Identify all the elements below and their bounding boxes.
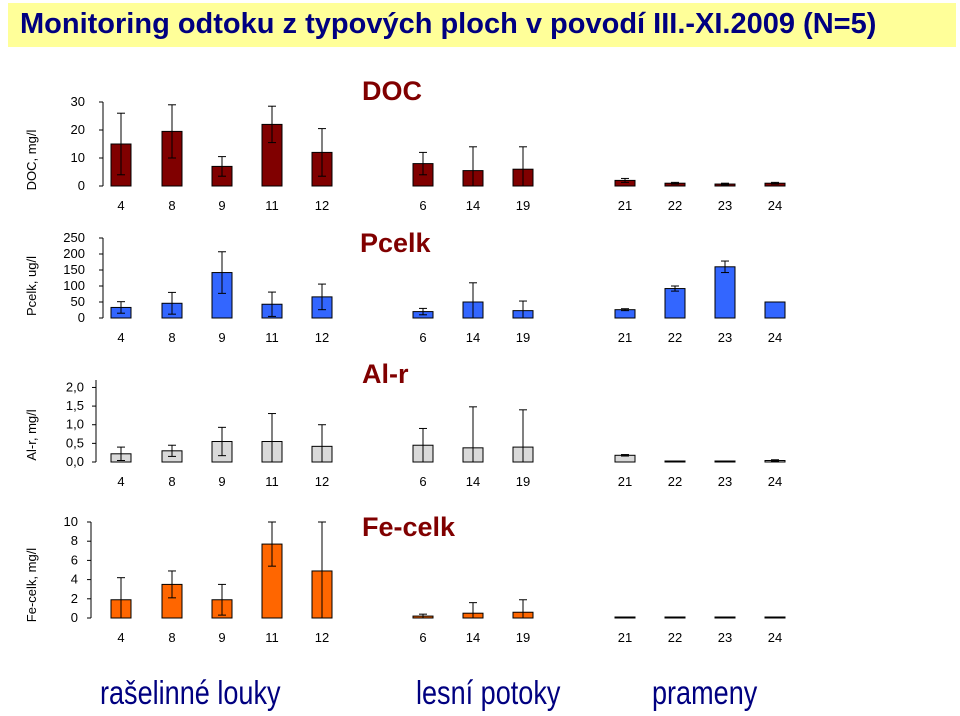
group-label-lesni-potoky: lesní potoky (416, 674, 561, 711)
x-tick-label: 23 (718, 198, 732, 213)
x-tick-label: 23 (718, 474, 732, 489)
x-tick-label: 12 (315, 330, 329, 345)
y-tick-label: 2,0 (66, 379, 84, 394)
y-tick-label: 6 (71, 552, 78, 567)
x-tick-label: 8 (168, 630, 175, 645)
y-tick-label: 1,0 (66, 417, 84, 432)
x-tick-label: 6 (419, 630, 426, 645)
y-axis-label: DOC, mg/l (24, 130, 39, 191)
title-banner: Monitoring odtoku z typových ploch v pov… (8, 3, 956, 47)
panel-title: Fe-celk (362, 512, 456, 542)
x-tick-label: 19 (516, 330, 530, 345)
x-tick-label: 21 (618, 198, 632, 213)
group-label-prameny: prameny (652, 674, 758, 711)
x-tick-label: 11 (265, 474, 279, 489)
x-tick-label: 24 (768, 630, 782, 645)
x-tick-label: 11 (265, 330, 279, 345)
x-tick-label: 6 (419, 198, 426, 213)
x-tick-label: 4 (117, 330, 124, 345)
x-tick-label: 23 (718, 630, 732, 645)
x-tick-label: 9 (218, 630, 225, 645)
panel-title: Pcelk (360, 228, 432, 258)
page-title: Monitoring odtoku z typových ploch v pov… (20, 8, 877, 40)
panel-title: Al-r (362, 359, 409, 389)
y-tick-label: 8 (71, 533, 78, 548)
x-tick-label: 22 (668, 630, 682, 645)
x-tick-label: 9 (218, 198, 225, 213)
x-tick-label: 4 (117, 198, 124, 213)
x-tick-label: 11 (265, 198, 279, 213)
x-tick-label: 19 (516, 630, 530, 645)
y-tick-label: 4 (71, 572, 78, 587)
bar (664, 616, 686, 619)
x-tick-label: 14 (466, 330, 480, 345)
y-axis-label: Fe-celk, mg/l (24, 548, 39, 623)
y-tick-label: 2 (71, 591, 78, 606)
bar (664, 288, 686, 319)
y-axis-label: Pcelk, ug/l (24, 256, 39, 316)
y-axis-label: Al-r, mg/l (24, 409, 39, 460)
x-tick-label: 14 (466, 474, 480, 489)
y-tick-label: 200 (63, 246, 85, 261)
y-tick-label: 1,5 (66, 398, 84, 413)
y-tick-label: 30 (71, 94, 85, 109)
x-tick-label: 14 (466, 630, 480, 645)
bar (714, 266, 736, 319)
y-tick-label: 0,0 (66, 454, 84, 469)
x-tick-label: 6 (419, 474, 426, 489)
y-tick-label: 150 (63, 262, 85, 277)
x-tick-label: 6 (419, 330, 426, 345)
x-tick-label: 22 (668, 198, 682, 213)
y-tick-label: 0 (78, 178, 85, 193)
bar (764, 616, 786, 619)
y-tick-label: 100 (63, 278, 85, 293)
x-tick-label: 22 (668, 330, 682, 345)
x-tick-label: 21 (618, 630, 632, 645)
x-tick-label: 12 (315, 630, 329, 645)
x-tick-label: 24 (768, 330, 782, 345)
x-tick-label: 14 (466, 198, 480, 213)
bar (614, 616, 636, 619)
bar (714, 616, 736, 619)
y-tick-label: 250 (63, 230, 85, 245)
x-tick-label: 19 (516, 474, 530, 489)
x-tick-label: 24 (768, 198, 782, 213)
y-tick-label: 20 (71, 122, 85, 137)
y-tick-label: 10 (64, 514, 78, 529)
x-tick-label: 4 (117, 474, 124, 489)
x-tick-label: 9 (218, 330, 225, 345)
x-tick-label: 11 (265, 630, 279, 645)
x-tick-label: 8 (168, 330, 175, 345)
x-tick-label: 8 (168, 474, 175, 489)
x-tick-label: 12 (315, 198, 329, 213)
bar (714, 460, 736, 463)
y-tick-label: 0,5 (66, 435, 84, 450)
x-tick-label: 23 (718, 330, 732, 345)
group-label-raselinne-louky: rašelinné louky (100, 674, 281, 711)
x-tick-label: 12 (315, 474, 329, 489)
x-tick-label: 19 (516, 198, 530, 213)
x-tick-label: 22 (668, 474, 682, 489)
x-tick-label: 4 (117, 630, 124, 645)
y-tick-label: 0 (71, 610, 78, 625)
x-tick-label: 21 (618, 474, 632, 489)
x-tick-label: 21 (618, 330, 632, 345)
x-tick-label: 24 (768, 474, 782, 489)
panel-title: DOC (362, 76, 422, 106)
bar (664, 460, 686, 463)
y-tick-label: 50 (71, 294, 85, 309)
bar (764, 301, 786, 319)
y-tick-label: 0 (78, 310, 85, 325)
y-tick-label: 10 (71, 150, 85, 165)
x-tick-label: 9 (218, 474, 225, 489)
x-tick-label: 8 (168, 198, 175, 213)
